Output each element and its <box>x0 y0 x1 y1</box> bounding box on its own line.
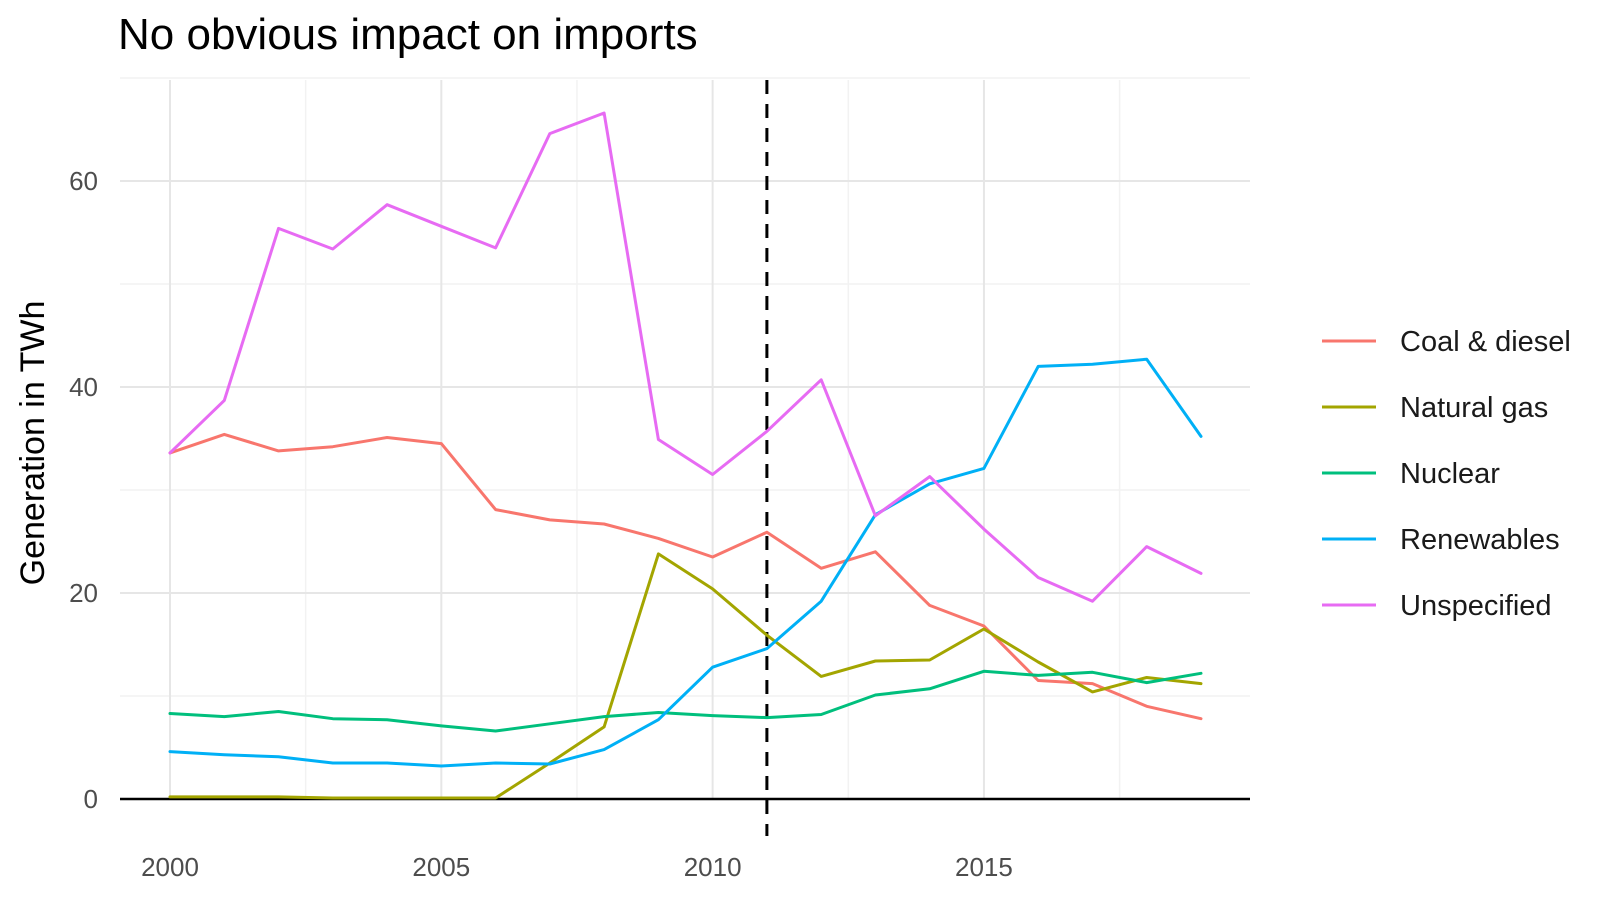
y-tick-label: 60 <box>69 166 98 196</box>
series-line-natural-gas <box>168 552 1203 800</box>
y-tick-label: 20 <box>69 578 98 608</box>
x-tick-label: 2010 <box>684 852 742 882</box>
x-tick-label: 2015 <box>955 852 1013 882</box>
legend-label: Natural gas <box>1400 392 1548 424</box>
series-line-nuclear <box>168 669 1203 733</box>
legend-label: Nuclear <box>1400 458 1500 490</box>
series-lines <box>168 111 1203 800</box>
chart-title: No obvious impact on imports <box>118 10 698 59</box>
legend: Coal & diesel Natural gas Nuclear Renewable… <box>1322 326 1571 622</box>
series-line-renewables <box>168 357 1203 768</box>
gridlines <box>120 77 1250 800</box>
x-tick-label: 2000 <box>141 852 199 882</box>
legend-label: Renewables <box>1400 524 1560 556</box>
legend-label: Coal & diesel <box>1400 326 1571 358</box>
legend-label: Unspecified <box>1400 590 1552 622</box>
series-line-unspecified <box>168 111 1203 603</box>
y-tick-label: 0 <box>84 784 98 814</box>
y-tick-label: 40 <box>69 372 98 402</box>
axes: 2000 2005 2010 2015 0 20 40 60 <box>69 80 1250 882</box>
x-tick-label: 2005 <box>412 852 470 882</box>
series-line-coal-diesel <box>168 432 1203 721</box>
y-axis-title: Generation in TWh <box>14 301 52 586</box>
